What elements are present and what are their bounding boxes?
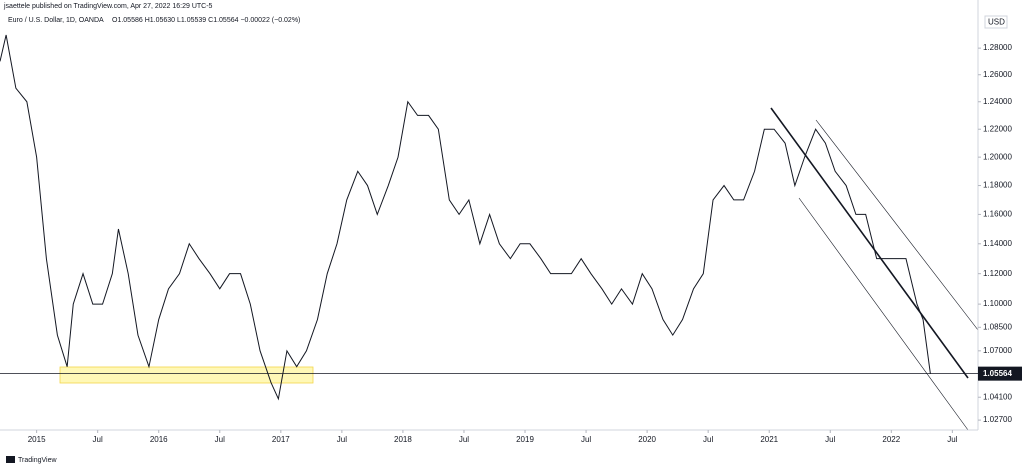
x-tick-label: Jul (337, 435, 347, 444)
y-tick-label: 1.02700 (983, 415, 1012, 424)
publisher: jsaettele published on TradingView.com, … (3, 3, 213, 10)
y-tick-label: 1.18000 (983, 181, 1012, 190)
y-tick-label: 1.20000 (983, 152, 1012, 161)
x-tick-label: 2022 (882, 435, 900, 444)
y-tick-label: 1.08500 (983, 322, 1012, 331)
y-tick-label: 1.24000 (983, 97, 1012, 106)
logo-icon (6, 456, 15, 463)
x-tick-label: Jul (703, 435, 713, 444)
y-tick-label: 1.12000 (983, 269, 1012, 278)
x-tick-label: 2016 (150, 435, 168, 444)
price-line (0, 34, 931, 401)
channel-lower (798, 197, 969, 431)
x-tick-label: Jul (825, 435, 835, 444)
x-tick-label: 2015 (28, 435, 46, 444)
y-tick-label: 1.16000 (983, 210, 1012, 219)
y-tick-label: 1.26000 (983, 70, 1012, 79)
y-tick-label: 1.28000 (983, 43, 1012, 52)
y-tick-label: 1.14000 (983, 239, 1012, 248)
y-tick-label: 1.10000 (983, 299, 1012, 308)
x-tick-label: Jul (459, 435, 469, 444)
last-price-tag (978, 366, 1022, 381)
trend-line (770, 107, 969, 379)
y-tick-label: 1.22000 (983, 124, 1012, 133)
currency-box (984, 15, 1008, 29)
channel-upper (815, 119, 979, 331)
x-tick-label: Jul (93, 435, 103, 444)
x-tick-label: Jul (215, 435, 225, 444)
x-tick-label: Jul (581, 435, 591, 444)
logo: TradingView (18, 457, 57, 464)
x-tick-label: 2021 (760, 435, 778, 444)
currency: USD (988, 18, 1005, 27)
y-tick-label: 1.04100 (983, 392, 1012, 401)
x-tick-label: Jul (947, 435, 957, 444)
x-tick-label: 2019 (516, 435, 534, 444)
chart-title: Euro / U.S. Dollar, 1D, OANDA (8, 17, 104, 24)
y-tick-label: 1.07000 (983, 346, 1012, 355)
x-tick-label: 2018 (394, 435, 412, 444)
ohlc: O1.05586 H1.05630 L1.05539 C1.05564 −0.0… (112, 17, 300, 24)
x-tick-label: 2017 (272, 435, 290, 444)
support-zone (59, 366, 314, 384)
last-price-label: 1.05564 (983, 369, 1012, 378)
x-tick-label: 2020 (638, 435, 656, 444)
